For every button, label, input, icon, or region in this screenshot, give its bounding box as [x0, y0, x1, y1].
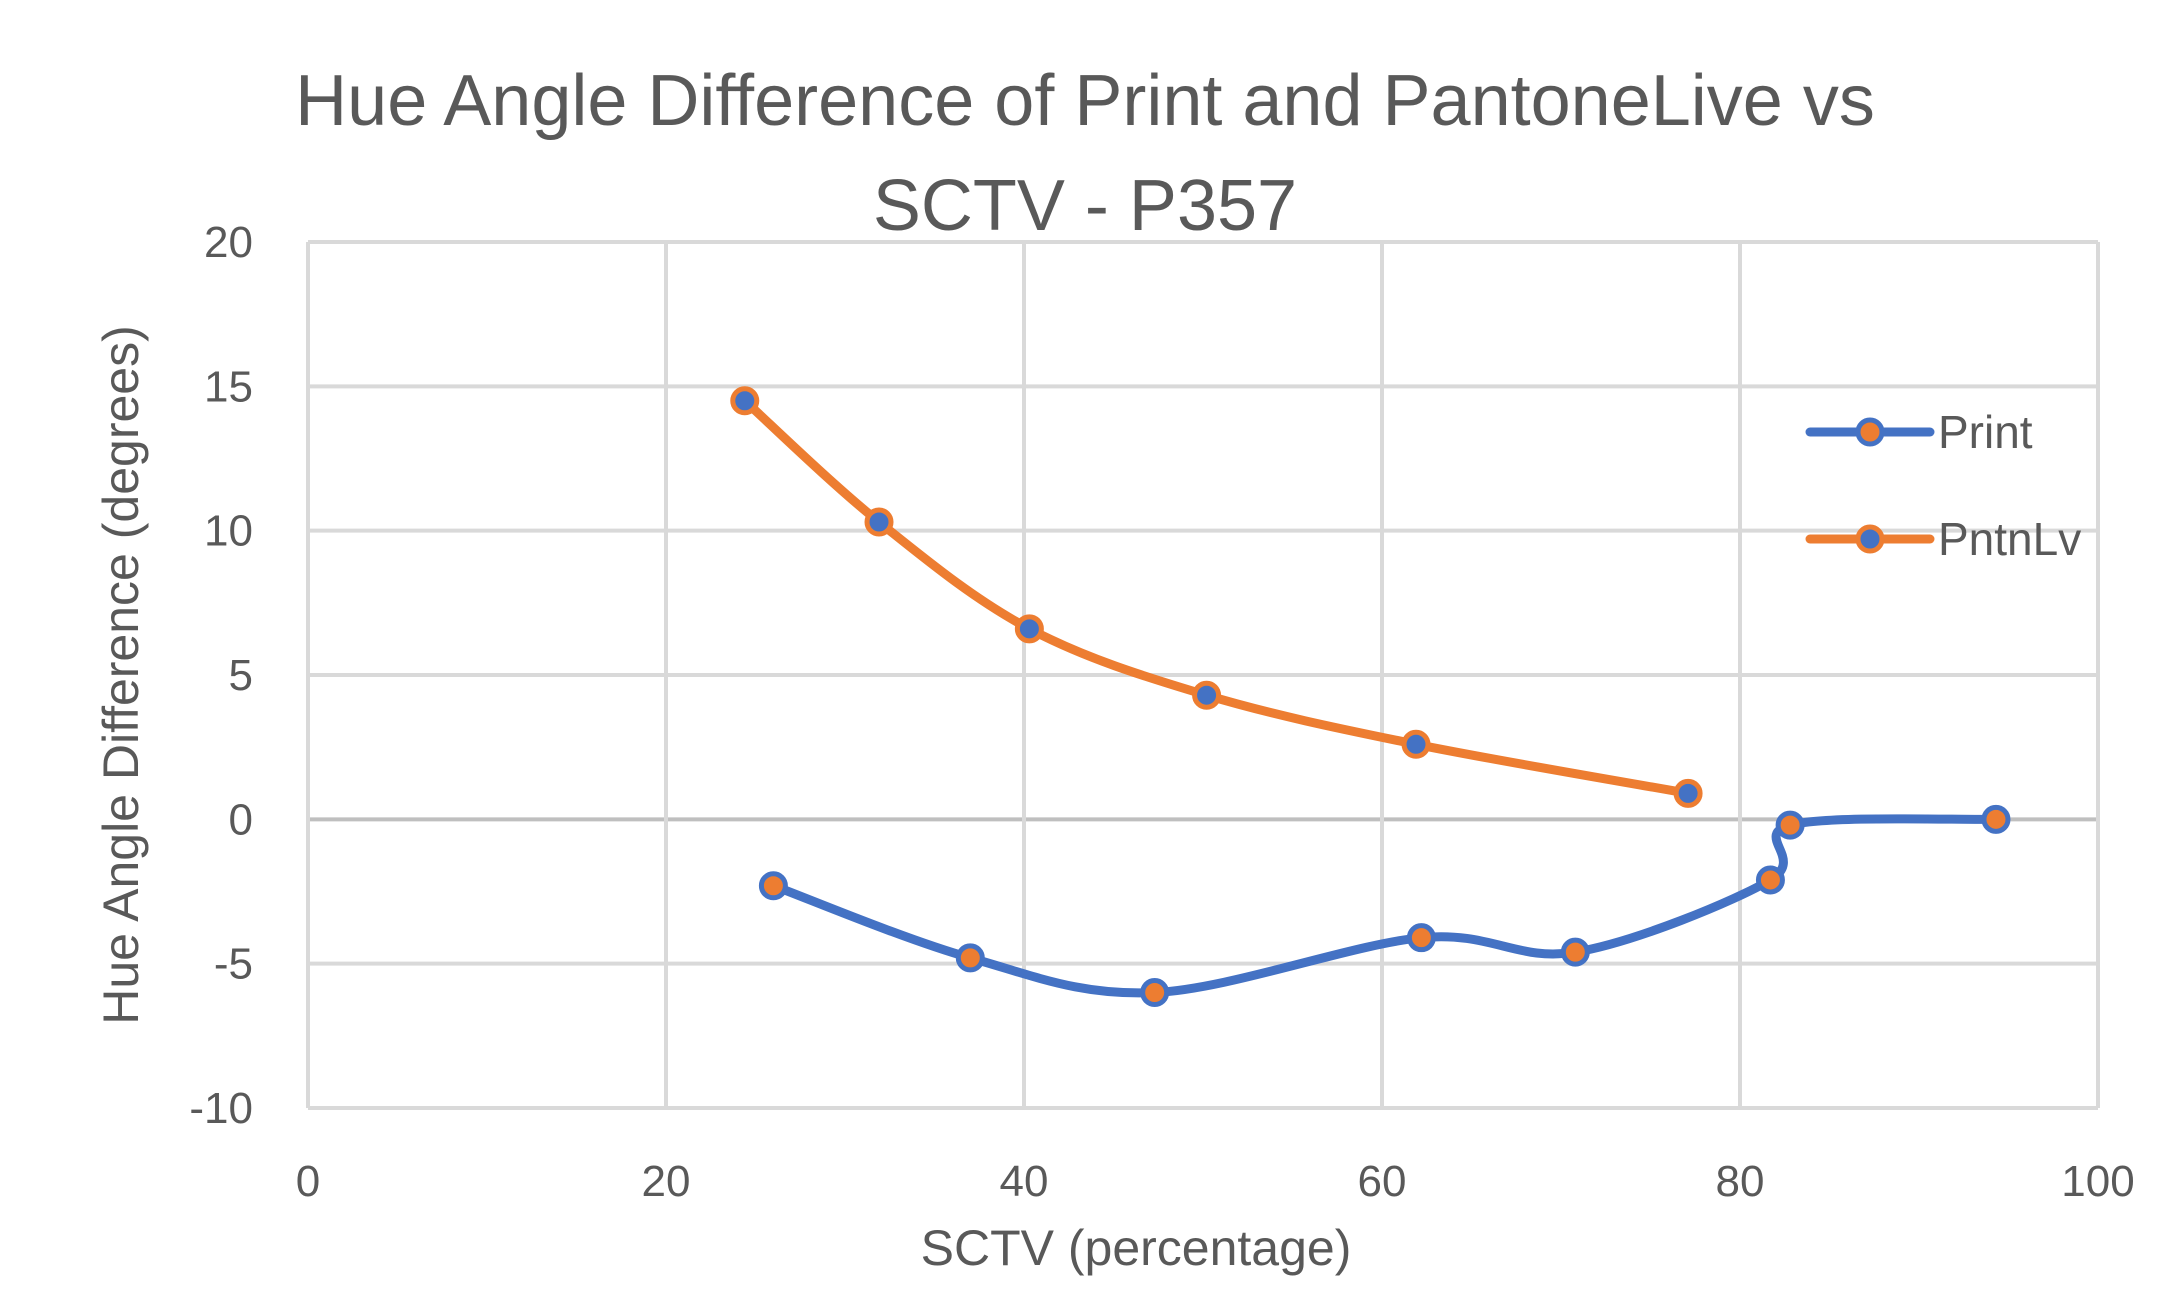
data-point-pntnlv-5	[1673, 778, 1703, 808]
y-tick-label: 15	[204, 362, 253, 411]
legend-label: Print	[1938, 406, 2033, 458]
data-point-print-4	[1560, 937, 1590, 967]
y-tick-label: 0	[229, 795, 253, 844]
data-point-print-2	[1140, 978, 1170, 1008]
chart-title-line-1: Hue Angle Difference of Print and Panton…	[295, 61, 1875, 141]
data-point-print-3	[1406, 923, 1436, 953]
series-line-pntnlv	[740, 396, 1693, 798]
y-axis-label: Hue Angle Difference (degrees)	[93, 325, 149, 1025]
legend-label: PntnLv	[1938, 513, 2081, 565]
chart-title: Hue Angle Difference of Print and Panton…	[295, 61, 1875, 246]
data-point-pntnlv-4	[1401, 729, 1431, 759]
x-tick-label: 100	[2061, 1157, 2134, 1206]
legend: Print PntnLv	[1805, 406, 2081, 565]
x-tick-label: 40	[1000, 1157, 1049, 1206]
data-point-print-0	[758, 871, 788, 901]
data-point-print-1	[955, 943, 985, 973]
chart-title-line-2: SCTV - P357	[873, 166, 1297, 246]
y-tick-label: -5	[214, 940, 253, 989]
x-tick-label: 0	[296, 1157, 320, 1206]
x-tick-label: 80	[1716, 1157, 1765, 1206]
legend-item-print: Print	[1805, 406, 2033, 458]
series	[730, 386, 2011, 1008]
y-tick-label: 20	[204, 218, 253, 267]
data-point-pntnlv-1	[864, 507, 894, 537]
data-point-print-7	[1981, 804, 2011, 834]
x-tick-label: 60	[1358, 1157, 1407, 1206]
series-pntnlv	[730, 386, 1703, 808]
data-point-pntnlv-2	[1014, 614, 1044, 644]
data-point-pntnlv-3	[1192, 680, 1222, 710]
data-point-pntnlv-0	[730, 386, 760, 416]
legend-marker	[1855, 417, 1885, 447]
series-line-print	[768, 814, 2001, 998]
y-tick-label: -10	[189, 1084, 253, 1133]
data-point-print-5	[1755, 865, 1785, 895]
series-print	[758, 804, 2011, 1008]
grid	[306, 240, 2100, 1110]
x-axis-label: SCTV (percentage)	[921, 1220, 1352, 1276]
legend-item-pntnlv: PntnLv	[1805, 513, 2081, 565]
legend-marker	[1855, 524, 1885, 554]
x-tick-label: 20	[642, 1157, 691, 1206]
data-point-print-6	[1775, 810, 1805, 840]
y-tick-label: 10	[204, 507, 253, 556]
axes: -10 -5 0 5 10 15 20 0 20 40 60 80 100	[189, 218, 2134, 1206]
y-tick-label: 5	[229, 651, 253, 700]
